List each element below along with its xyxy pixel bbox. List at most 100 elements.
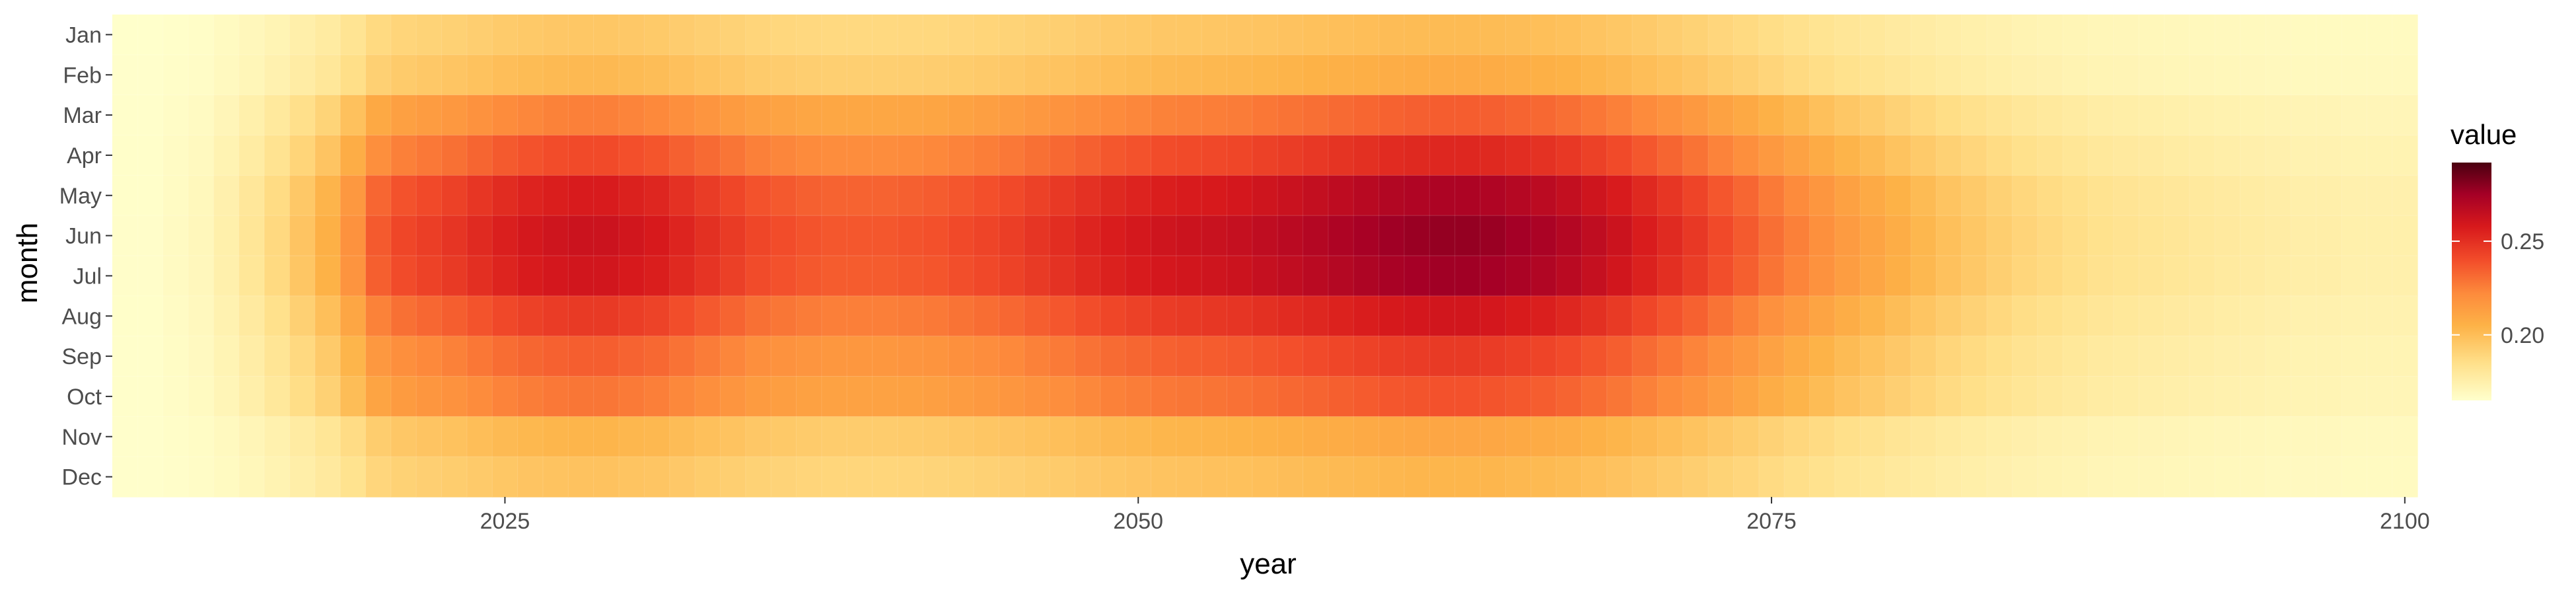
heatmap-cell [1353,215,1380,256]
heatmap-cell [1024,175,1050,216]
heatmap-cell [2189,15,2215,56]
heatmap-cell [593,376,620,417]
heatmap-cell [264,416,291,457]
heatmap-cell [1556,94,1582,136]
heatmap-cell [1176,416,1202,457]
heatmap-cell [720,15,746,56]
heatmap-cell [2088,457,2114,498]
heatmap-cell [1050,175,1075,216]
heatmap-cell [973,175,999,216]
heatmap-cell [2316,175,2342,216]
heatmap-cell [669,94,696,136]
heatmap-cell [1454,215,1481,256]
heatmap-cell [112,256,138,297]
heatmap-cell [1708,175,1735,216]
heatmap-cell [593,295,620,337]
heatmap-cell [2240,376,2266,417]
heatmap-cell [1910,135,1937,176]
heatmap-cell [492,416,519,457]
heatmap-cell [238,336,265,377]
heatmap-cell [745,416,771,457]
heatmap-cell [365,416,392,457]
heatmap-cell [2088,256,2114,297]
heatmap-cell [1328,54,1354,96]
heatmap-cell [1303,376,1329,417]
heatmap-cell [2113,54,2139,96]
heatmap-cell [1860,94,1886,136]
heatmap-cell [1885,15,1912,56]
heatmap-cell [1126,376,1152,417]
heatmap-cell [314,135,341,176]
heatmap-cell [188,15,214,56]
heatmap-cell [1126,215,1152,256]
heatmap-cell [872,94,898,136]
heatmap-cell [365,15,392,56]
heatmap-cell [1784,215,1810,256]
heatmap-cell [897,215,923,256]
heatmap-cell [1682,94,1709,136]
heatmap-cell [1454,295,1481,337]
heatmap-cell [796,295,822,337]
heatmap-cell [1176,336,1202,377]
heatmap-cell [619,376,645,417]
heatmap-cell [1936,94,1962,136]
heatmap-cell [999,256,1025,297]
y-tick-label: Jun [65,224,102,249]
heatmap-cell [1784,256,1810,297]
heatmap-cell [1809,376,1836,417]
heatmap-cell [1024,336,1050,377]
heatmap-cell [1303,94,1329,136]
heatmap-cell [1227,135,1253,176]
heatmap-cell [821,336,847,377]
heatmap-cell [1328,416,1354,457]
heatmap-cell [2088,336,2114,377]
heatmap-cell [695,15,721,56]
heatmap-cell [1632,376,1659,417]
heatmap-cell [289,175,316,216]
heatmap-cell [847,175,873,216]
heatmap-cell [1682,376,1709,417]
heatmap-cell [1404,175,1430,216]
heatmap-cell [771,135,797,176]
heatmap-cell [264,175,291,216]
heatmap-cell [720,295,746,337]
heatmap-cell [1682,54,1709,96]
heatmap-cell [1227,295,1253,337]
heatmap-cell [2367,175,2393,216]
heatmap-cell [1860,175,1886,216]
heatmap-cell [2164,457,2190,498]
heatmap-cell [2240,175,2266,216]
heatmap-cell [1227,256,1253,297]
heatmap-cell [1556,416,1582,457]
heatmap-cell [2113,15,2139,56]
heatmap-cell [1606,94,1633,136]
heatmap-cell [1961,94,1987,136]
heatmap-cell [619,295,645,337]
heatmap-cell [897,94,923,136]
heatmap-cell [2139,54,2165,96]
heatmap-cell [872,376,898,417]
heatmap-cell [466,15,493,56]
heatmap-cell [593,94,620,136]
heatmap-cell [492,94,519,136]
heatmap-cell [112,94,138,136]
heatmap-cell [644,376,670,417]
heatmap-cell [2316,457,2342,498]
heatmap-cell [1657,295,1684,337]
heatmap-cell [1530,215,1557,256]
heatmap-cell [2367,295,2393,337]
heatmap-cell [2265,135,2291,176]
heatmap-cell [137,215,164,256]
heatmap-cell [1075,256,1101,297]
heatmap-cell [238,376,265,417]
heatmap-cell [1277,94,1304,136]
heatmap-cell [1176,215,1202,256]
heatmap-cell [1454,457,1481,498]
heatmap-cell [2164,295,2190,337]
heatmap-cell [872,135,898,176]
heatmap-cell [2113,457,2139,498]
heatmap-cell [2012,295,2038,337]
heatmap-cell [390,256,417,297]
heatmap-cell [1075,175,1101,216]
heatmap-cell [1936,256,1962,297]
